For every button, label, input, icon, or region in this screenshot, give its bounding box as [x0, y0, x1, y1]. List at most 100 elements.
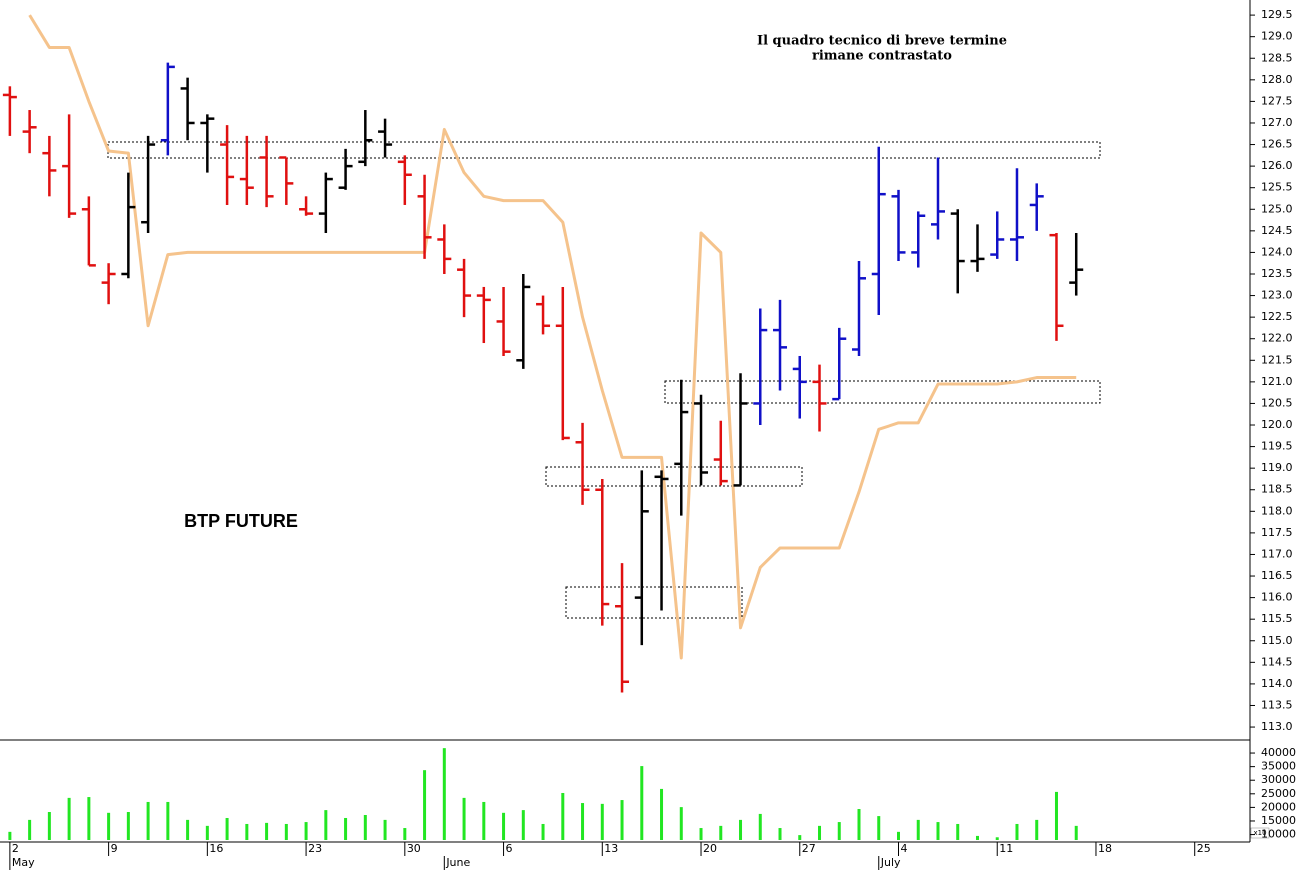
- y-tick-label: 122.5: [1261, 310, 1293, 323]
- volume-bar: [363, 815, 367, 840]
- y-tick-label: 121.5: [1261, 353, 1293, 366]
- volume-bar: [423, 770, 427, 840]
- month-label: June: [445, 856, 470, 869]
- volume-bar: [600, 803, 604, 840]
- multiplier-box: [1250, 827, 1270, 839]
- y-tick-label: 35000: [1261, 760, 1296, 773]
- y-tick-label: 25000: [1261, 787, 1296, 800]
- x-tick-label: 2: [12, 842, 19, 855]
- y-tick-label: 129.0: [1261, 30, 1293, 43]
- zone-box: [664, 380, 1101, 404]
- y-tick-label: 127.5: [1261, 94, 1293, 107]
- x-tick-label: 16: [209, 842, 223, 855]
- y-tick-label: 10000: [1261, 828, 1296, 841]
- volume-bar: [304, 822, 308, 840]
- volume-bar: [818, 825, 822, 840]
- y-tick-label: 15000: [1261, 814, 1296, 827]
- volume-bar: [699, 828, 703, 840]
- volume-bar: [620, 800, 624, 840]
- x-tick-label: 18: [1098, 842, 1112, 855]
- y-tick-label: 128.0: [1261, 73, 1293, 86]
- volume-bar: [581, 803, 585, 840]
- x-tick-label: 6: [506, 842, 513, 855]
- volume-bar: [936, 822, 940, 840]
- y-tick-label: 30000: [1261, 773, 1296, 786]
- y-tick-label: 116.5: [1261, 569, 1293, 582]
- volume-bar: [383, 819, 387, 840]
- volume-bar: [798, 835, 802, 840]
- volume-bar: [186, 819, 190, 840]
- volume-bar: [107, 812, 111, 840]
- volume-bar: [995, 837, 999, 840]
- volume-bar: [87, 797, 91, 840]
- volume-bar: [8, 831, 12, 840]
- volume-bar: [344, 817, 348, 840]
- overlay-line: [28, 14, 1077, 660]
- y-tick-label: 119.0: [1261, 461, 1293, 474]
- y-tick-label: 124.0: [1261, 245, 1293, 258]
- y-tick-label: 119.5: [1261, 440, 1293, 453]
- volume-bar: [47, 812, 51, 840]
- y-tick-label: 118.0: [1261, 504, 1293, 517]
- volume-bar: [739, 819, 743, 840]
- volume-bar: [442, 748, 446, 840]
- volume-bar: [205, 825, 209, 840]
- volume-bar: [956, 823, 960, 840]
- y-tick-label: 121.0: [1261, 375, 1293, 388]
- y-tick-label: 123.0: [1261, 289, 1293, 302]
- volume-bar: [541, 823, 545, 840]
- volume-bar: [146, 801, 150, 840]
- volume-bar: [561, 792, 565, 840]
- y-tick-label: 116.0: [1261, 591, 1293, 604]
- y-tick-label: 20000: [1261, 800, 1296, 813]
- y-tick-label: 124.5: [1261, 224, 1293, 237]
- volume-bar: [778, 828, 782, 840]
- x-tick-label: 30: [407, 842, 421, 855]
- y-tick-label: 117.5: [1261, 526, 1293, 539]
- y-tick-label: 114.5: [1261, 655, 1293, 668]
- y-tick-label: 115.0: [1261, 634, 1293, 647]
- volume-bar: [67, 797, 71, 840]
- volume-bar: [679, 807, 683, 840]
- volume-bar: [28, 819, 32, 840]
- y-tick-label: 114.0: [1261, 677, 1293, 690]
- y-tick-label: 117.0: [1261, 547, 1293, 560]
- multiplier-label: x10: [1253, 829, 1266, 837]
- y-tick-label: 126.5: [1261, 138, 1293, 151]
- month-label: July: [880, 856, 901, 869]
- x-tick-label: 9: [111, 842, 118, 855]
- volume-bar: [877, 816, 881, 840]
- y-tick-label: 113.5: [1261, 698, 1293, 711]
- x-tick-label: 27: [802, 842, 816, 855]
- volume-bar: [166, 801, 170, 840]
- x-tick-label: 25: [1197, 842, 1211, 855]
- volume-bar: [245, 823, 249, 840]
- volume-bar: [324, 810, 328, 840]
- volume-bar: [1054, 791, 1058, 840]
- y-tick-label: 113.0: [1261, 720, 1293, 733]
- volume-bar: [758, 813, 762, 840]
- y-tick-label: 120.5: [1261, 396, 1293, 409]
- x-tick-label: 23: [308, 842, 322, 855]
- volume-bar: [225, 817, 229, 840]
- volume-bar: [1035, 819, 1039, 840]
- y-tick-label: 128.5: [1261, 51, 1293, 64]
- y-tick-label: 129.5: [1261, 8, 1293, 21]
- volume-bar: [482, 801, 486, 840]
- y-tick-label: 125.0: [1261, 202, 1293, 215]
- volume-bar: [403, 828, 407, 840]
- annotation: rimane contrastato: [812, 49, 952, 64]
- y-tick-label: 125.5: [1261, 181, 1293, 194]
- volume-bar: [521, 810, 525, 840]
- volume-bar: [1074, 825, 1078, 840]
- volume-bar: [284, 823, 288, 840]
- volume-bar: [837, 822, 841, 840]
- instrument-label: BTP FUTURE: [184, 511, 298, 531]
- volume-bar: [1015, 823, 1019, 840]
- zone-box: [107, 141, 1101, 159]
- x-tick-label: 20: [703, 842, 717, 855]
- y-tick-label: 115.5: [1261, 612, 1293, 625]
- y-tick-label: 118.5: [1261, 483, 1293, 496]
- y-tick-label: 123.5: [1261, 267, 1293, 280]
